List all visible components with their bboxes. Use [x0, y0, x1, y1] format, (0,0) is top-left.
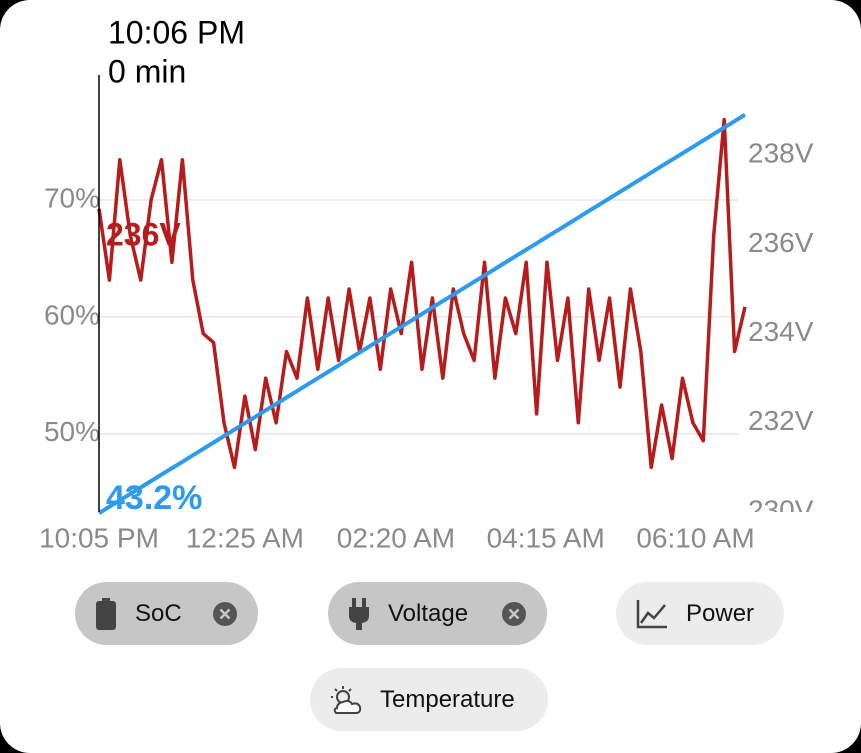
- x-tick-label: 06:10 AM: [636, 522, 754, 553]
- remove-icon[interactable]: [212, 601, 238, 627]
- y2-tick-label: 234V: [748, 316, 814, 347]
- chart-icon: [636, 599, 667, 628]
- filter-chip[interactable]: Power: [616, 582, 784, 645]
- y2-axis: 230V 232V 234V 236V 238V: [748, 138, 814, 525]
- voltage-label: 236V: [106, 216, 181, 252]
- filter-chip[interactable]: Voltage: [328, 582, 547, 645]
- chip-label: Temperature: [380, 685, 515, 713]
- chip-label: Voltage: [388, 599, 469, 627]
- weather-icon: [331, 685, 362, 714]
- filter-chip[interactable]: SoC: [75, 582, 258, 645]
- y-tick-label: 60%: [44, 299, 100, 330]
- soc-label: 43.2%: [106, 479, 202, 517]
- plug-icon: [349, 597, 369, 630]
- filter-chip[interactable]: Temperature: [310, 668, 548, 731]
- battery-icon: [96, 597, 116, 630]
- remove-icon[interactable]: [501, 601, 527, 627]
- x-tick-label: 10:05 PM: [39, 522, 159, 553]
- y2-tick-label: 236V: [748, 227, 814, 258]
- series-line: [97, 113, 747, 515]
- x-tick-label: 02:20 AM: [337, 522, 455, 553]
- y2-tick-label: 238V: [748, 138, 814, 169]
- chip-label: Power: [686, 599, 755, 627]
- tooltip-time: 10:06 PM: [108, 14, 245, 50]
- x-tick-label: 12:25 AM: [186, 522, 304, 553]
- y2-tick-label: 230V: [748, 494, 814, 525]
- x-tick-label: 04:15 AM: [487, 522, 605, 553]
- y2-tick-label: 232V: [748, 405, 814, 436]
- y-tick-label: 50%: [44, 416, 100, 447]
- series-line: [97, 117, 747, 470]
- tooltip-elapsed: 0 min: [108, 53, 186, 89]
- chip-label: SoC: [135, 599, 182, 627]
- y-tick-label: 70%: [44, 182, 100, 213]
- chart: 50% 60% 70% 230V 232V 234V 236V 238V 10:05 PM 12:…: [39, 14, 814, 553]
